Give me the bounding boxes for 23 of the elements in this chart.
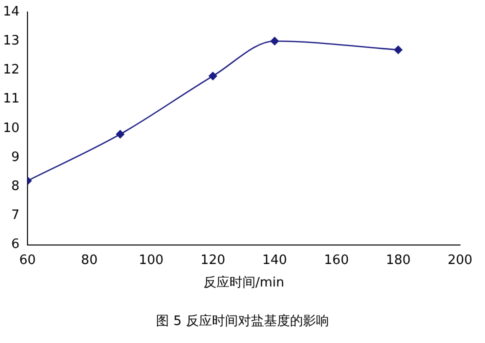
x-tick-label: 200	[448, 252, 472, 268]
point	[208, 72, 218, 80]
y-tick-label: 13	[2, 33, 20, 48]
x-tick-label: 100	[138, 252, 164, 268]
point	[394, 46, 402, 54]
y-tick-label: 9	[11, 150, 20, 165]
caption: 图 5 反应时间对盐基度的影响	[155, 313, 330, 330]
x-tick-label: 180	[386, 252, 411, 268]
x-tick-label: 140	[262, 252, 288, 268]
y-tick-label: 7	[11, 208, 20, 224]
y-tick-label: 12	[2, 62, 20, 78]
x-axis-title: 反应时间/min	[203, 274, 284, 291]
point	[270, 36, 279, 46]
y-tick-label: 14	[2, 4, 20, 20]
y-tick-label: 6	[11, 237, 20, 252]
x-tick-label: 80	[81, 252, 98, 268]
point	[116, 130, 124, 138]
y-tick-label: 8	[11, 178, 20, 194]
y-tick-label: 10	[2, 120, 20, 136]
y-tick-label: 11	[2, 92, 20, 107]
x-tick-label: 120	[200, 252, 226, 268]
x-tick-label: 60	[19, 252, 36, 268]
x-tick-label: 160	[324, 252, 349, 268]
